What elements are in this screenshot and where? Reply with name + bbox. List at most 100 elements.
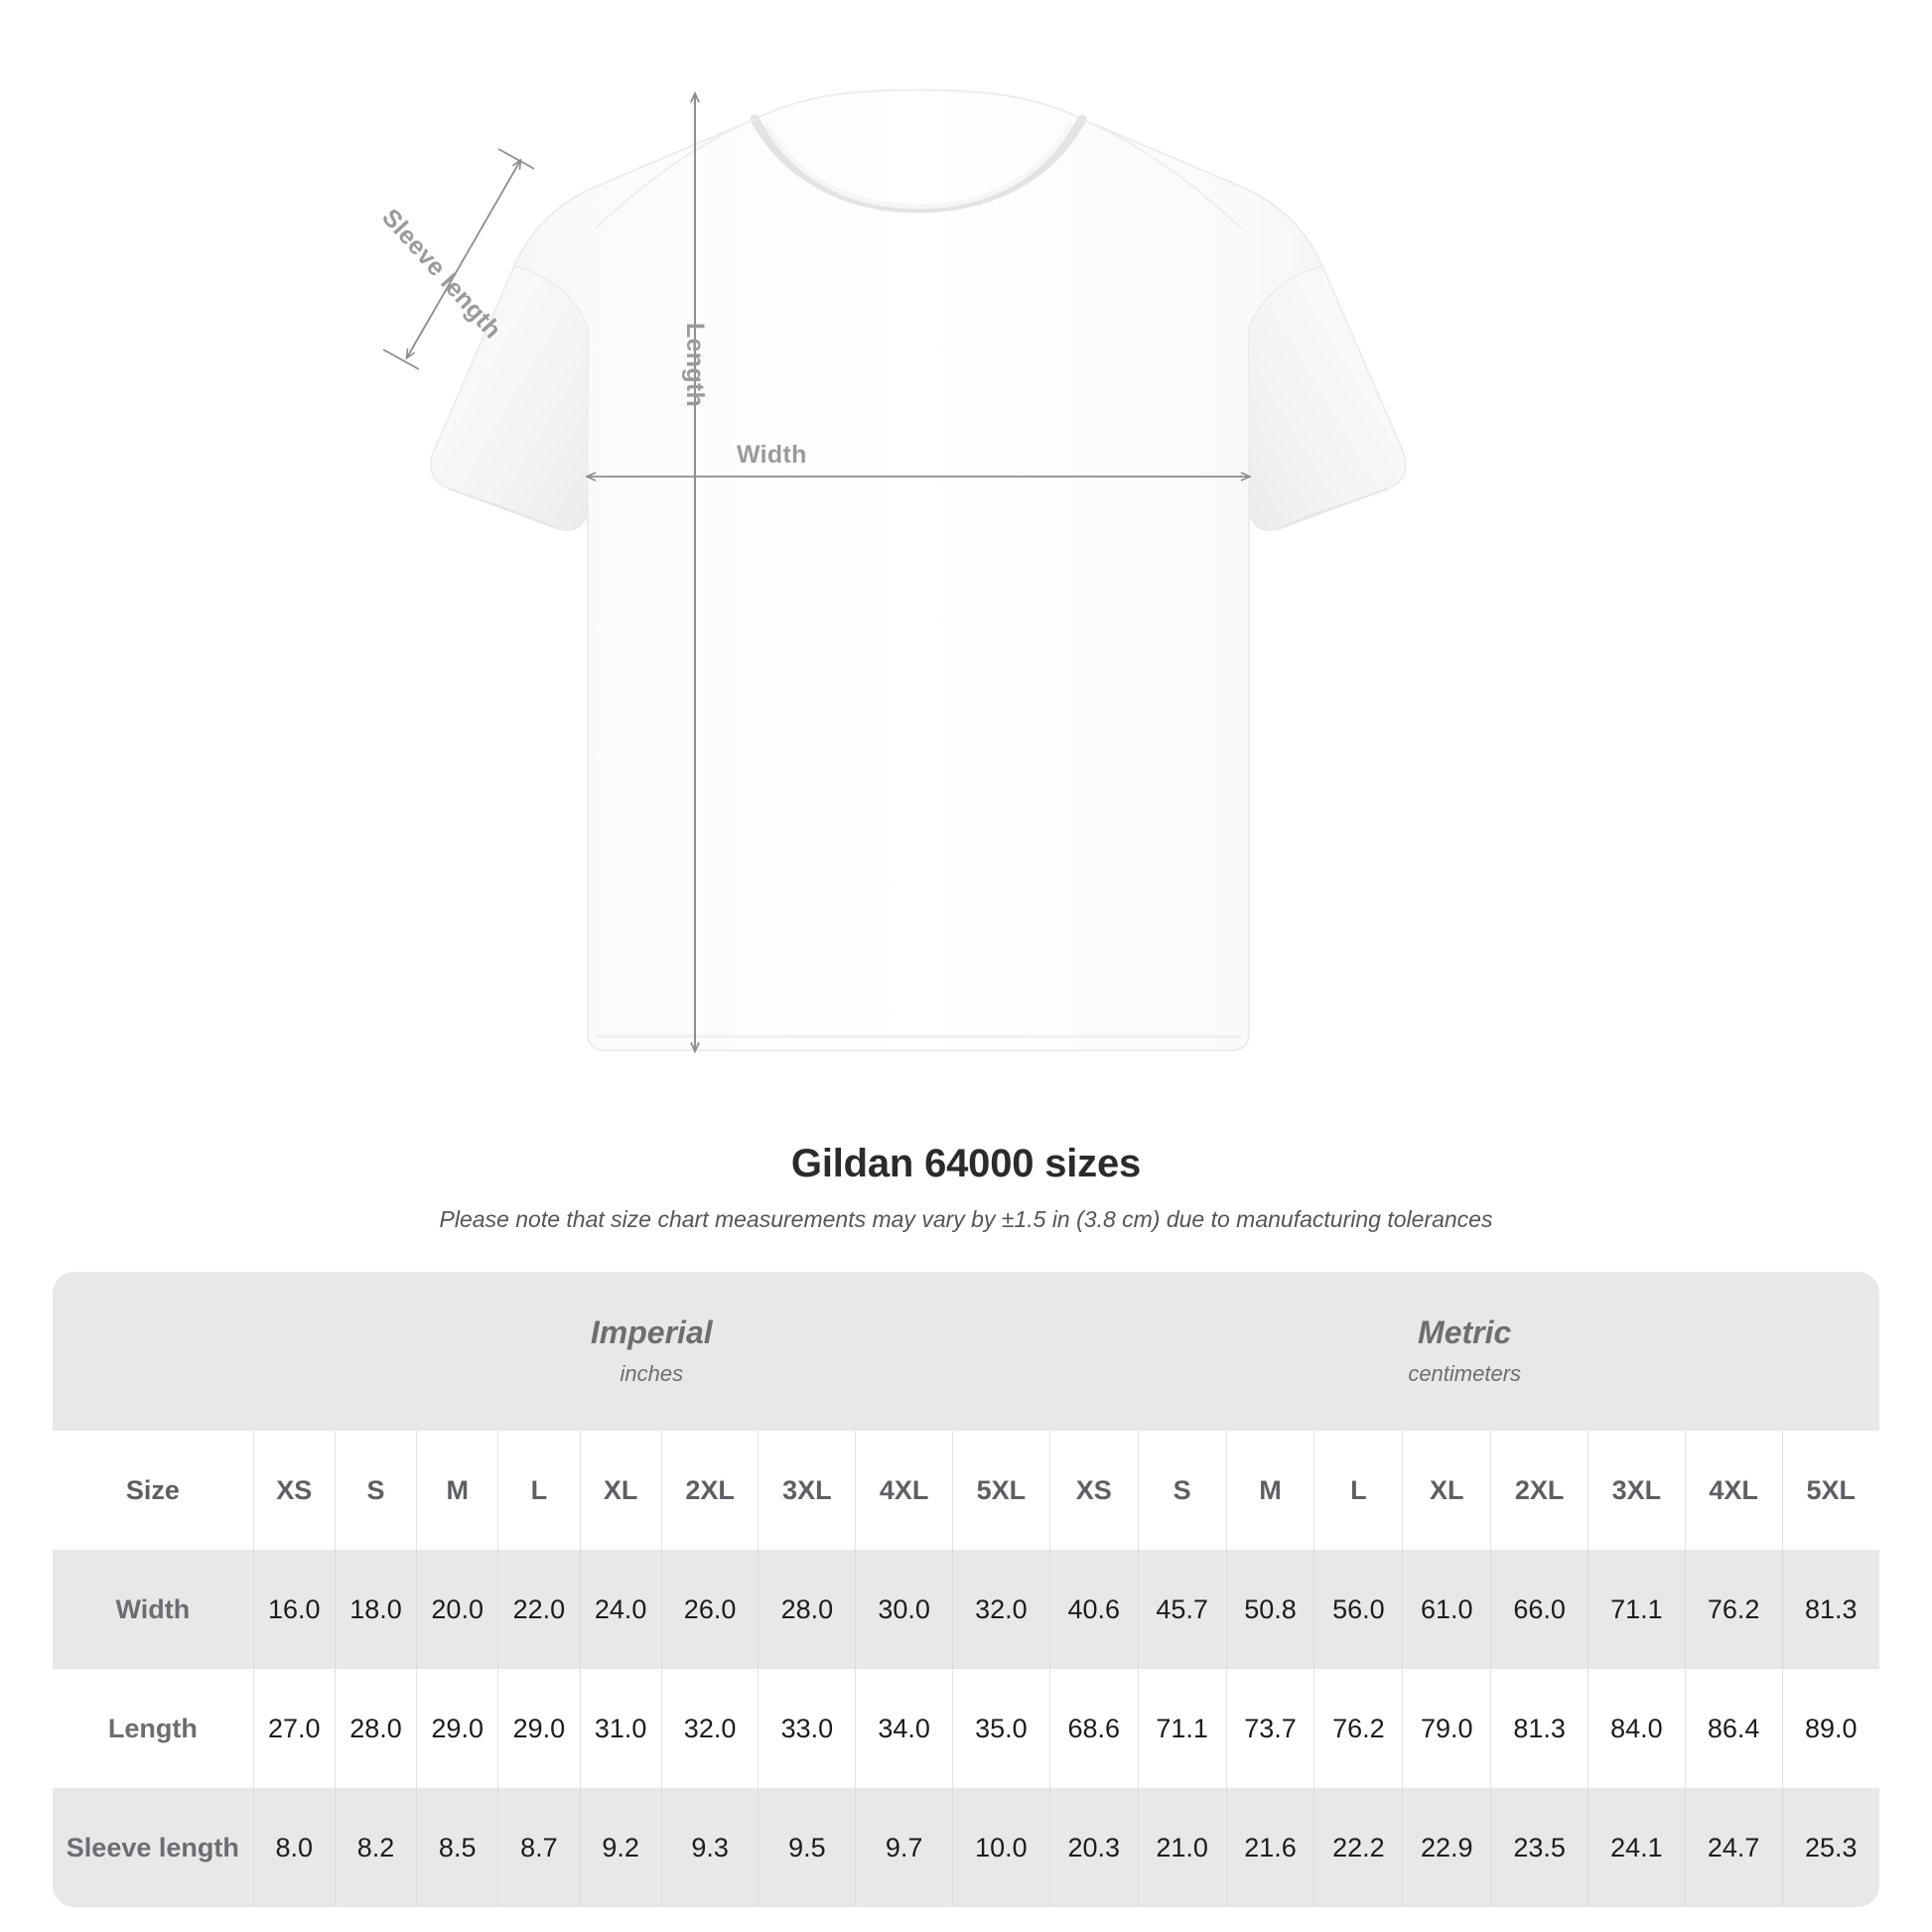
sleeve-value-16: 24.7 — [1684, 1788, 1783, 1907]
size-col-6: 3XL — [758, 1431, 856, 1550]
table-row-length: Length 27.0 28.0 29.0 29.0 31.0 32.0 33.… — [53, 1669, 1879, 1788]
length-value-11: 73.7 — [1225, 1669, 1314, 1788]
unit-group-metric: Metric centimeters — [1049, 1272, 1879, 1431]
width-label: Width — [737, 441, 807, 469]
length-value-2: 29.0 — [416, 1669, 498, 1788]
length-value-3: 29.0 — [497, 1669, 580, 1788]
width-value-12: 56.0 — [1313, 1550, 1403, 1669]
length-value-0: 27.0 — [252, 1669, 336, 1788]
row-label-sleeve-length: Sleeve length — [53, 1788, 254, 1907]
length-value-9: 68.6 — [1048, 1669, 1139, 1788]
sleeve-value-2: 8.5 — [416, 1788, 498, 1907]
width-value-17: 81.3 — [1781, 1550, 1879, 1669]
length-value-5: 32.0 — [660, 1669, 759, 1788]
length-label: Length — [681, 323, 709, 408]
sleeve-value-9: 20.3 — [1048, 1788, 1139, 1907]
sleeve-value-6: 9.5 — [758, 1788, 856, 1907]
size-col-1: S — [334, 1431, 417, 1550]
size-col-8: 5XL — [952, 1431, 1050, 1550]
length-value-16: 86.4 — [1684, 1669, 1783, 1788]
width-value-6: 28.0 — [758, 1550, 856, 1669]
size-col-14: 2XL — [1490, 1431, 1588, 1550]
sleeve-value-5: 9.3 — [660, 1788, 759, 1907]
width-value-0: 16.0 — [252, 1550, 336, 1669]
length-value-10: 71.1 — [1137, 1669, 1227, 1788]
width-value-13: 61.0 — [1402, 1550, 1491, 1669]
sleeve-value-7: 9.7 — [855, 1788, 953, 1907]
width-value-11: 50.8 — [1225, 1550, 1314, 1669]
row-label-width: Width — [53, 1550, 254, 1669]
length-value-12: 76.2 — [1313, 1669, 1403, 1788]
size-col-10: S — [1137, 1431, 1227, 1550]
left-sleeve-shape — [430, 265, 589, 531]
width-value-7: 30.0 — [855, 1550, 953, 1669]
table-row-width: Width 16.0 18.0 20.0 22.0 24.0 26.0 28.0… — [53, 1550, 1879, 1669]
width-value-8: 32.0 — [952, 1550, 1050, 1669]
size-col-7: 4XL — [855, 1431, 953, 1550]
table-row-sleeve-length: Sleeve length 8.0 8.2 8.5 8.7 9.2 9.3 9.… — [53, 1788, 1879, 1907]
length-value-17: 89.0 — [1781, 1669, 1879, 1788]
width-value-15: 71.1 — [1587, 1550, 1686, 1669]
right-sleeve-shape — [1248, 265, 1407, 531]
size-header-row: Size XS S M L XL 2XL 3XL 4XL 5XL XS S M … — [53, 1431, 1879, 1550]
length-value-14: 81.3 — [1490, 1669, 1588, 1788]
unit-group-row: Imperial inches Metric centimeters — [53, 1272, 1879, 1431]
width-value-16: 76.2 — [1684, 1550, 1783, 1669]
page-title: Gildan 64000 sizes — [790, 1142, 1142, 1185]
sleeve-value-1: 8.2 — [334, 1788, 417, 1907]
width-value-9: 40.6 — [1048, 1550, 1139, 1669]
size-col-9: XS — [1048, 1431, 1139, 1550]
length-value-13: 79.0 — [1402, 1669, 1491, 1788]
unit-group-metric-sub: centimeters — [1408, 1360, 1522, 1386]
size-col-2: M — [416, 1431, 498, 1550]
width-value-2: 20.0 — [416, 1550, 498, 1669]
size-header-label: Size — [53, 1431, 254, 1550]
size-col-0: XS — [252, 1431, 336, 1550]
sleeve-value-8: 10.0 — [952, 1788, 1050, 1907]
width-value-10: 45.7 — [1137, 1550, 1227, 1669]
tolerance-note: Please note that size chart measurements… — [439, 1206, 1493, 1232]
size-col-15: 3XL — [1587, 1431, 1686, 1550]
unit-group-imperial-name: Imperial — [590, 1314, 713, 1351]
unit-group-metric-name: Metric — [1418, 1314, 1512, 1351]
length-value-8: 35.0 — [952, 1669, 1050, 1788]
size-col-3: L — [497, 1431, 580, 1550]
size-col-11: M — [1225, 1431, 1314, 1550]
sleeve-value-13: 22.9 — [1402, 1788, 1491, 1907]
sleeve-value-11: 21.6 — [1225, 1788, 1314, 1907]
width-value-4: 24.0 — [579, 1550, 662, 1669]
size-col-16: 4XL — [1684, 1431, 1783, 1550]
unit-group-imperial: Imperial inches — [253, 1272, 1050, 1431]
width-value-3: 22.0 — [497, 1550, 580, 1669]
size-col-12: L — [1313, 1431, 1403, 1550]
length-value-6: 33.0 — [758, 1669, 856, 1788]
sleeve-value-4: 9.2 — [579, 1788, 662, 1907]
size-col-17: 5XL — [1781, 1431, 1879, 1550]
width-value-5: 26.0 — [660, 1550, 759, 1669]
width-value-1: 18.0 — [334, 1550, 417, 1669]
sleeve-value-17: 25.3 — [1781, 1788, 1879, 1907]
size-col-4: XL — [579, 1431, 662, 1550]
tshirt-diagram: Width Length Sleeve length — [376, 88, 1407, 1053]
collar-shape — [750, 114, 1087, 213]
sleeve-value-3: 8.7 — [497, 1788, 580, 1907]
chart-heading: Gildan 64000 sizes Please note that size… — [0, 1142, 1932, 1233]
width-value-14: 66.0 — [1490, 1550, 1588, 1669]
size-chart-table-wrapper: Imperial inches Metric centimeters Size … — [53, 1272, 1879, 1907]
sleeve-value-14: 23.5 — [1490, 1788, 1588, 1907]
length-value-15: 84.0 — [1587, 1669, 1686, 1788]
sleeve-value-0: 8.0 — [252, 1788, 336, 1907]
tshirt-illustration — [382, 88, 1407, 1053]
length-value-7: 34.0 — [855, 1669, 953, 1788]
unit-group-imperial-sub: inches — [620, 1360, 684, 1386]
size-col-5: 2XL — [660, 1431, 759, 1550]
sleeve-value-15: 24.1 — [1587, 1788, 1686, 1907]
size-chart-table: Imperial inches Metric centimeters Size … — [53, 1272, 1879, 1907]
sleeve-value-10: 21.0 — [1137, 1788, 1227, 1907]
length-value-1: 28.0 — [334, 1669, 417, 1788]
unit-row-spacer — [53, 1272, 254, 1431]
sleeve-dimension-line — [405, 158, 522, 360]
size-col-13: XL — [1402, 1431, 1491, 1550]
length-value-4: 31.0 — [579, 1669, 662, 1788]
